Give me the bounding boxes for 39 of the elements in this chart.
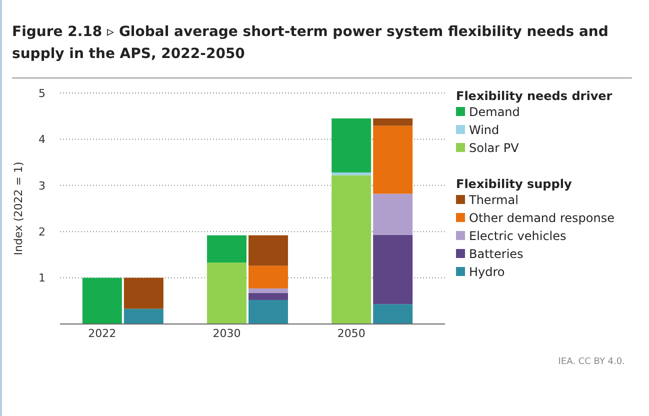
y-axis-title: Index (2022 = 1) bbox=[12, 162, 25, 256]
bar bbox=[248, 293, 288, 300]
legend-label: Wind bbox=[469, 123, 500, 137]
bar bbox=[248, 266, 288, 288]
x-tick-label: 2022 bbox=[88, 327, 116, 340]
legend-label: Other demand response bbox=[469, 211, 614, 225]
bar bbox=[248, 288, 288, 294]
bar bbox=[124, 278, 164, 309]
legend-label: Batteries bbox=[469, 247, 524, 261]
bar bbox=[373, 304, 413, 324]
bar bbox=[248, 235, 288, 266]
bar bbox=[207, 235, 246, 263]
bar bbox=[82, 278, 122, 324]
y-tick-label: 2 bbox=[38, 225, 46, 238]
bar bbox=[332, 172, 372, 176]
bar bbox=[373, 118, 413, 126]
bar bbox=[373, 126, 413, 194]
legend-label: Electric vehicles bbox=[469, 229, 566, 243]
bar bbox=[373, 194, 413, 235]
x-tick-label: 2050 bbox=[337, 327, 366, 340]
legend-label: Thermal bbox=[468, 193, 518, 207]
bar bbox=[248, 300, 288, 324]
text: IEA. CC BY 4.0. bbox=[558, 357, 625, 367]
legend-label: Hydro bbox=[469, 265, 505, 279]
bar bbox=[124, 308, 164, 324]
y-tick-label: 4 bbox=[38, 133, 46, 146]
y-tick-label: 1 bbox=[38, 272, 46, 285]
bar bbox=[332, 118, 372, 172]
bar bbox=[373, 234, 413, 304]
text: Flexibility needs driver bbox=[456, 89, 612, 103]
bar bbox=[332, 175, 372, 324]
text: Flexibility supply bbox=[456, 177, 572, 191]
legend-label: Demand bbox=[469, 105, 520, 119]
bar bbox=[207, 262, 246, 324]
x-tick-label: 2030 bbox=[212, 327, 241, 340]
legend-label: Solar PV bbox=[469, 141, 520, 155]
y-tick-label: 5 bbox=[38, 86, 46, 100]
y-tick-label: 3 bbox=[38, 179, 46, 192]
chart-title: Figure 2.18 ▹ Global average short-term power system flexibility needs and supply in the APS, 2022-2050 bbox=[12, 24, 608, 62]
